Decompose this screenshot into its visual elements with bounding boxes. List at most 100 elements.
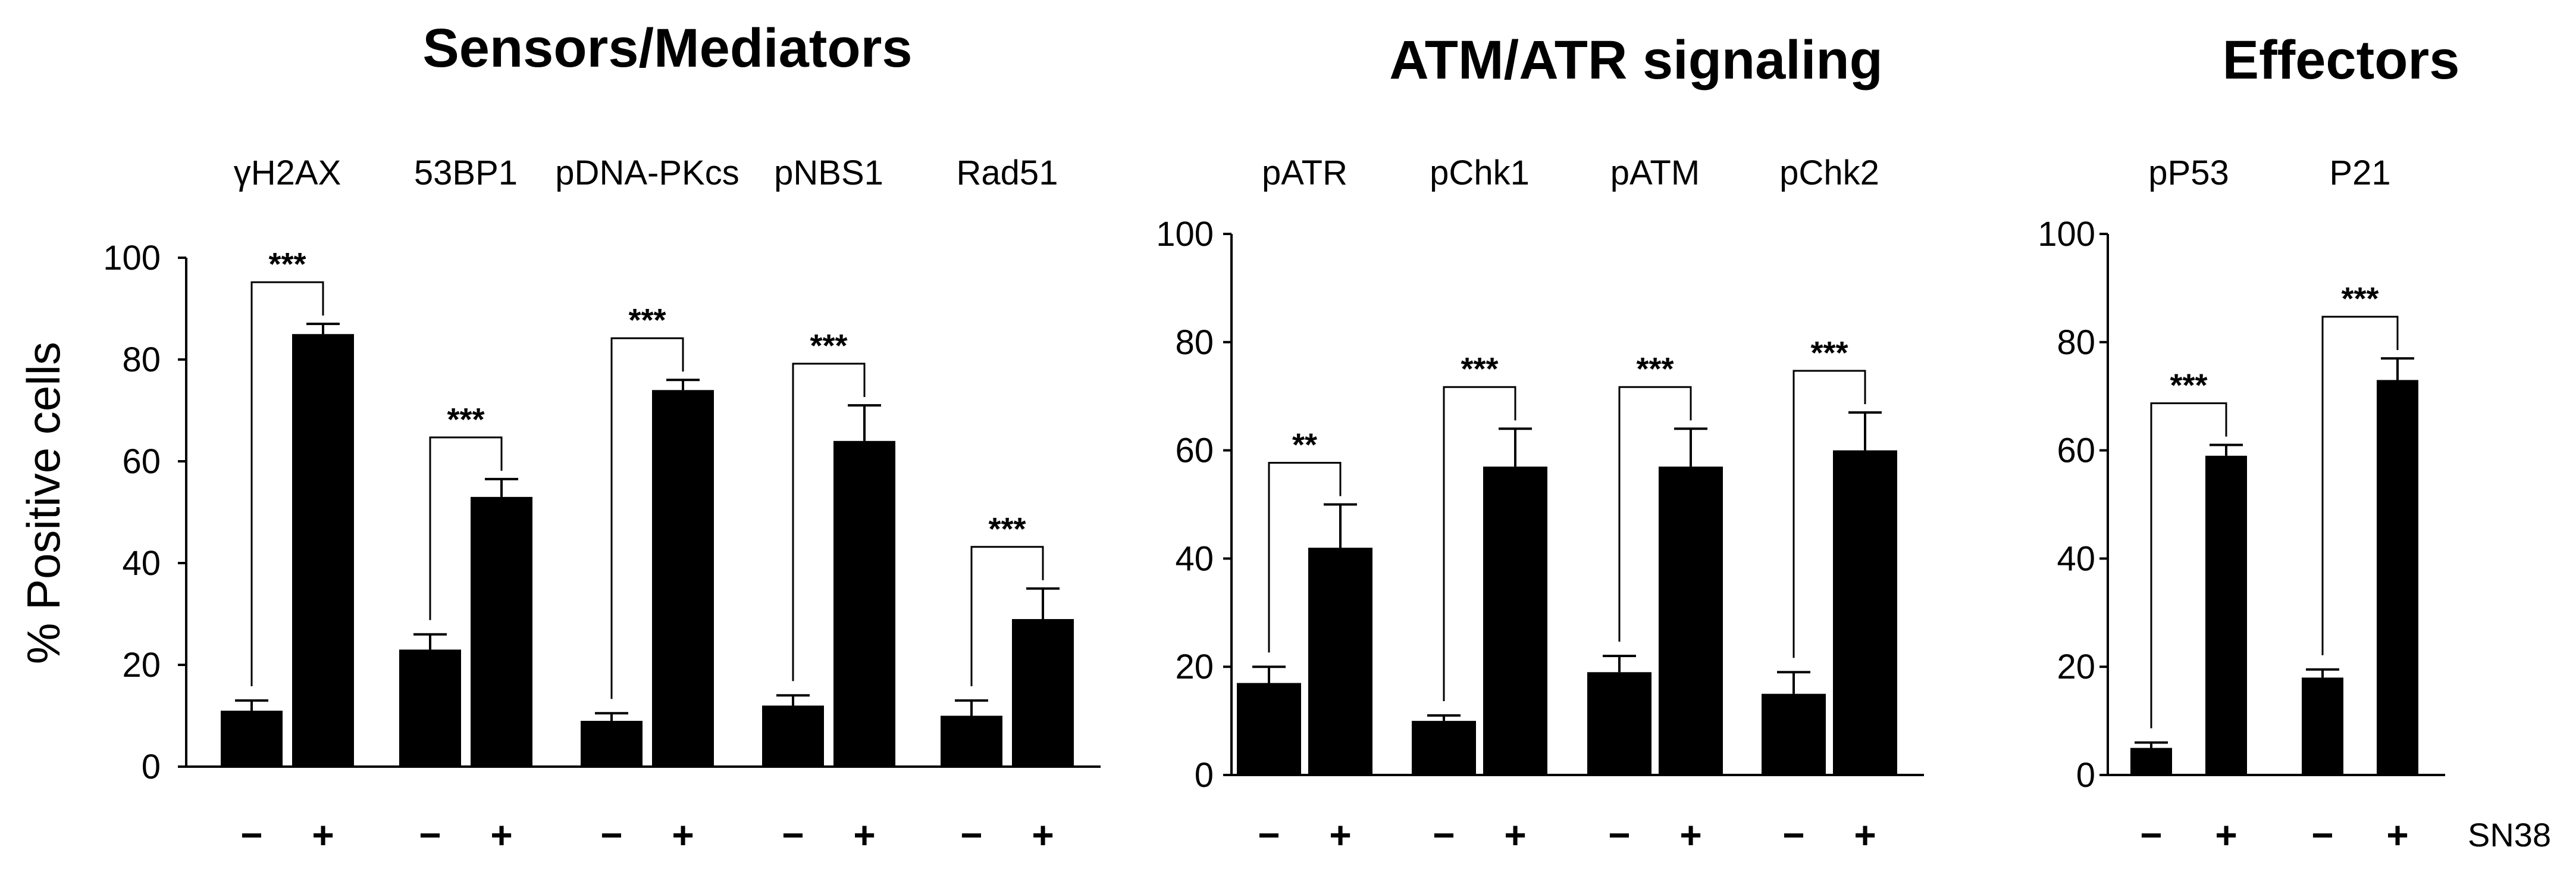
bar-untreated xyxy=(2130,748,2172,775)
treatment-plus-label: + xyxy=(490,814,512,857)
bar-treated xyxy=(833,440,895,767)
y-tick-label: 100 xyxy=(103,239,161,277)
significance-label: ** xyxy=(1292,427,1317,463)
significance-bracket xyxy=(1792,370,1866,658)
y-tick-label: 60 xyxy=(1175,432,1214,470)
category-label: pNBS1 xyxy=(774,154,883,192)
treatment-minus-label: − xyxy=(600,814,622,857)
y-tick-label: 100 xyxy=(2038,215,2095,254)
treatment-minus-label: − xyxy=(2140,814,2162,857)
category-label: pATR xyxy=(1262,154,1347,192)
bar-untreated xyxy=(1587,672,1651,775)
significance-bracket xyxy=(2150,402,2227,729)
category-label: P21 xyxy=(2329,154,2390,192)
y-tick-label: 0 xyxy=(2076,756,2095,795)
significance-label: *** xyxy=(628,302,666,338)
y-tick-label: 40 xyxy=(2057,539,2095,578)
y-tick-label: 40 xyxy=(122,544,161,583)
significance-bracket xyxy=(970,546,1044,686)
y-tick-label: 0 xyxy=(1195,756,1214,795)
y-tick-label: 40 xyxy=(1175,539,1214,578)
treatment-plus-label: + xyxy=(1032,814,1054,857)
bar-treated xyxy=(652,390,714,767)
chart-title: Effectors xyxy=(2223,30,2460,90)
significance-bracket xyxy=(1618,386,1692,642)
y-tick-label: 0 xyxy=(142,748,161,786)
y-tick-label: 20 xyxy=(1175,648,1214,686)
bar-treated xyxy=(2205,455,2247,775)
y-axis-label: % Positive cells xyxy=(17,342,70,664)
significance-label: *** xyxy=(1810,335,1848,371)
treatment-minus-label: − xyxy=(1433,814,1455,857)
y-tick-label: 80 xyxy=(2057,323,2095,362)
y-tick-label: 20 xyxy=(122,646,161,685)
significance-bracket xyxy=(610,337,684,699)
significance-label: *** xyxy=(810,328,847,364)
category-label: pATM xyxy=(1610,154,1700,192)
y-tick-label: 60 xyxy=(122,442,161,481)
treatment-plus-label: + xyxy=(2215,814,2237,857)
treatment-minus-label: − xyxy=(419,814,441,857)
treatment-name: SN38 xyxy=(2468,816,2551,854)
bar-untreated xyxy=(1412,721,1476,775)
treatment-minus-label: − xyxy=(240,814,262,857)
bar-treated xyxy=(471,496,532,767)
treatment-minus-label: − xyxy=(960,814,982,857)
significance-bracket xyxy=(2321,315,2399,655)
treatment-minus-label: − xyxy=(1782,814,1804,857)
category-label: pP53 xyxy=(2148,154,2229,192)
y-tick-label: 20 xyxy=(2057,648,2095,686)
treatment-plus-label: + xyxy=(2386,814,2408,857)
treatment-plus-label: + xyxy=(1679,814,1701,857)
treatment-plus-label: + xyxy=(1329,814,1351,857)
y-tick-label: 100 xyxy=(1156,215,1214,254)
treatment-plus-label: + xyxy=(853,814,875,857)
bar-treated xyxy=(1308,548,1372,775)
bar-treated xyxy=(292,334,354,767)
bar-treated xyxy=(1659,466,1723,775)
bar-untreated xyxy=(581,721,643,767)
category-label: 53BP1 xyxy=(414,154,518,192)
bar-treated xyxy=(1483,466,1547,775)
significance-label: *** xyxy=(1636,351,1674,387)
bar-untreated xyxy=(1237,683,1301,775)
chart-title: Sensors/Mediators xyxy=(422,18,912,79)
treatment-minus-label: − xyxy=(782,814,804,857)
category-label: Rad51 xyxy=(957,154,1058,192)
bar-treated xyxy=(1012,619,1074,767)
significance-label: *** xyxy=(268,246,306,282)
significance-label: *** xyxy=(2341,281,2378,317)
category-label: pChk2 xyxy=(1779,154,1879,192)
bar-untreated xyxy=(2302,677,2343,775)
treatment-minus-label: − xyxy=(1258,814,1280,857)
bar-untreated xyxy=(399,649,461,767)
significance-bracket xyxy=(429,436,503,620)
treatment-plus-label: + xyxy=(672,814,694,857)
y-tick-label: 80 xyxy=(1175,323,1214,362)
treatment-plus-label: + xyxy=(312,814,334,857)
category-label: pDNA-PKcs xyxy=(555,154,739,192)
bar-untreated xyxy=(221,710,283,767)
y-tick-label: 60 xyxy=(2057,432,2095,470)
chart-title: ATM/ATR signaling xyxy=(1389,30,1883,90)
bar-treated xyxy=(1833,450,1897,775)
bar-untreated xyxy=(1762,693,1826,775)
treatment-plus-label: + xyxy=(1854,814,1876,857)
bar-untreated xyxy=(941,715,1002,767)
significance-label: *** xyxy=(1461,351,1498,387)
treatment-plus-label: + xyxy=(1504,814,1526,857)
treatment-minus-label: − xyxy=(2311,814,2333,857)
significance-label: *** xyxy=(988,511,1026,547)
significance-bracket xyxy=(250,281,324,686)
bar-treated xyxy=(2377,380,2418,775)
bar-untreated xyxy=(762,705,824,767)
significance-bracket xyxy=(1268,462,1342,653)
significance-label: *** xyxy=(2170,368,2207,404)
significance-bracket xyxy=(1443,386,1516,702)
category-label: γH2AX xyxy=(234,154,341,192)
significance-bracket xyxy=(792,362,866,682)
treatment-minus-label: − xyxy=(1608,814,1630,857)
category-label: pChk1 xyxy=(1430,154,1530,192)
significance-label: *** xyxy=(447,402,484,437)
